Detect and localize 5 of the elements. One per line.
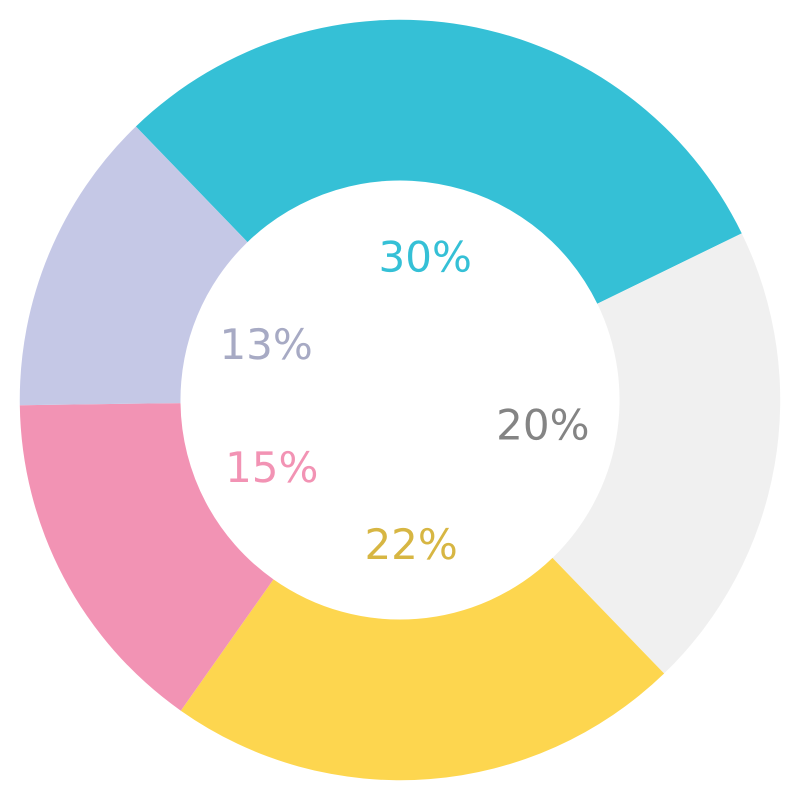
- data-label: 15%: [225, 443, 318, 492]
- data-label: 13%: [219, 320, 313, 369]
- data-label: 30%: [378, 232, 472, 282]
- data-label: 20%: [496, 400, 590, 450]
- data-label: 22%: [364, 520, 458, 570]
